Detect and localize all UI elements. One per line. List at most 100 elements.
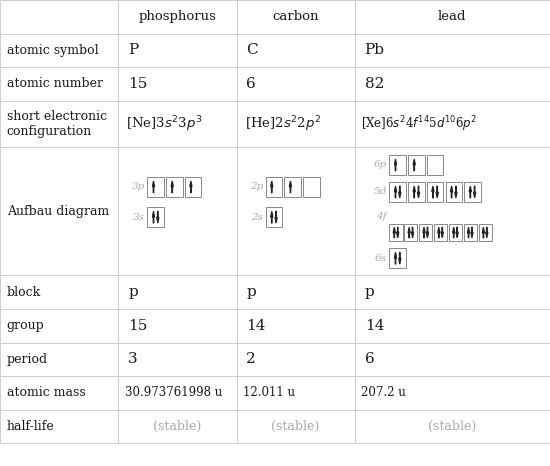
FancyArrow shape xyxy=(441,227,443,238)
FancyArrow shape xyxy=(413,159,415,171)
Bar xyxy=(147,207,164,227)
Bar xyxy=(236,275,355,309)
FancyArrow shape xyxy=(432,186,434,198)
Text: 4f: 4f xyxy=(376,212,387,221)
FancyArrow shape xyxy=(190,181,192,193)
Bar xyxy=(0,101,118,147)
Bar xyxy=(118,376,236,410)
Bar xyxy=(389,224,403,241)
FancyArrow shape xyxy=(413,186,415,198)
Bar xyxy=(303,177,320,197)
Bar xyxy=(478,224,492,241)
Bar xyxy=(266,207,282,227)
FancyArrow shape xyxy=(436,186,438,198)
Text: 207.2 u: 207.2 u xyxy=(361,386,406,399)
FancyArrow shape xyxy=(417,186,420,198)
Bar xyxy=(118,343,236,376)
Text: (stable): (stable) xyxy=(428,420,476,433)
FancyArrow shape xyxy=(408,227,410,238)
Bar xyxy=(0,0,118,34)
Text: phosphorus: phosphorus xyxy=(139,10,216,23)
FancyArrow shape xyxy=(453,227,455,238)
Bar xyxy=(355,34,550,67)
Text: short electronic
configuration: short electronic configuration xyxy=(7,110,107,138)
Bar xyxy=(118,101,236,147)
Bar xyxy=(434,224,447,241)
Text: half-life: half-life xyxy=(7,420,54,433)
Text: Pb: Pb xyxy=(365,43,384,57)
Bar xyxy=(236,376,355,410)
Text: 12.011 u: 12.011 u xyxy=(243,386,295,399)
Text: 6: 6 xyxy=(365,352,375,366)
Bar xyxy=(355,67,550,101)
Bar xyxy=(389,182,406,202)
Bar xyxy=(118,0,236,34)
Bar xyxy=(427,182,443,202)
Bar xyxy=(419,224,432,241)
Bar xyxy=(236,410,355,443)
FancyArrow shape xyxy=(399,186,401,198)
Bar xyxy=(355,275,550,309)
Bar xyxy=(0,309,118,343)
FancyArrow shape xyxy=(397,227,399,238)
Text: [Ne]3$s^2$3$p^3$: [Ne]3$s^2$3$p^3$ xyxy=(126,114,203,134)
Bar xyxy=(236,34,355,67)
FancyArrow shape xyxy=(152,211,155,223)
FancyArrow shape xyxy=(271,181,273,193)
Text: block: block xyxy=(7,286,41,299)
Bar xyxy=(118,34,236,67)
FancyArrow shape xyxy=(171,181,173,193)
FancyArrow shape xyxy=(289,181,292,193)
FancyArrow shape xyxy=(426,227,428,238)
Bar xyxy=(427,155,443,175)
Bar xyxy=(0,275,118,309)
Text: 3: 3 xyxy=(128,352,138,366)
Bar xyxy=(0,147,118,275)
Bar xyxy=(236,0,355,34)
FancyArrow shape xyxy=(471,227,473,238)
FancyArrow shape xyxy=(275,211,277,223)
Bar xyxy=(0,376,118,410)
Text: 5d: 5d xyxy=(373,187,387,197)
FancyArrow shape xyxy=(468,227,470,238)
FancyArrow shape xyxy=(482,227,485,238)
Text: atomic symbol: atomic symbol xyxy=(7,44,98,57)
Text: 3s: 3s xyxy=(133,212,145,222)
Text: Aufbau diagram: Aufbau diagram xyxy=(7,205,109,218)
Bar xyxy=(118,67,236,101)
FancyArrow shape xyxy=(411,227,414,238)
Text: p: p xyxy=(128,285,138,299)
FancyArrow shape xyxy=(393,227,395,238)
Bar xyxy=(355,343,550,376)
Bar xyxy=(147,177,164,197)
Text: 15: 15 xyxy=(128,77,147,91)
Text: 6p: 6p xyxy=(373,160,387,170)
Text: [He]2$s^2$2$p^2$: [He]2$s^2$2$p^2$ xyxy=(245,114,321,134)
Text: 2: 2 xyxy=(246,352,256,366)
Bar xyxy=(0,410,118,443)
Bar xyxy=(389,155,406,175)
Text: carbon: carbon xyxy=(272,10,319,23)
FancyArrow shape xyxy=(455,186,457,198)
Text: 2p: 2p xyxy=(250,182,263,192)
Text: 14: 14 xyxy=(365,319,384,333)
Bar xyxy=(408,182,425,202)
Text: atomic mass: atomic mass xyxy=(7,386,85,399)
Bar xyxy=(0,34,118,67)
FancyArrow shape xyxy=(271,211,273,223)
FancyArrow shape xyxy=(450,186,453,198)
FancyArrow shape xyxy=(394,159,397,171)
Bar xyxy=(355,376,550,410)
Bar xyxy=(236,67,355,101)
FancyArrow shape xyxy=(486,227,488,238)
FancyArrow shape xyxy=(469,186,471,198)
FancyArrow shape xyxy=(474,186,476,198)
Bar xyxy=(266,177,282,197)
Bar xyxy=(446,182,462,202)
FancyArrow shape xyxy=(399,252,401,264)
Bar xyxy=(236,343,355,376)
Bar xyxy=(464,182,481,202)
Text: (stable): (stable) xyxy=(272,420,320,433)
Text: 6s: 6s xyxy=(375,254,387,263)
Bar xyxy=(355,410,550,443)
